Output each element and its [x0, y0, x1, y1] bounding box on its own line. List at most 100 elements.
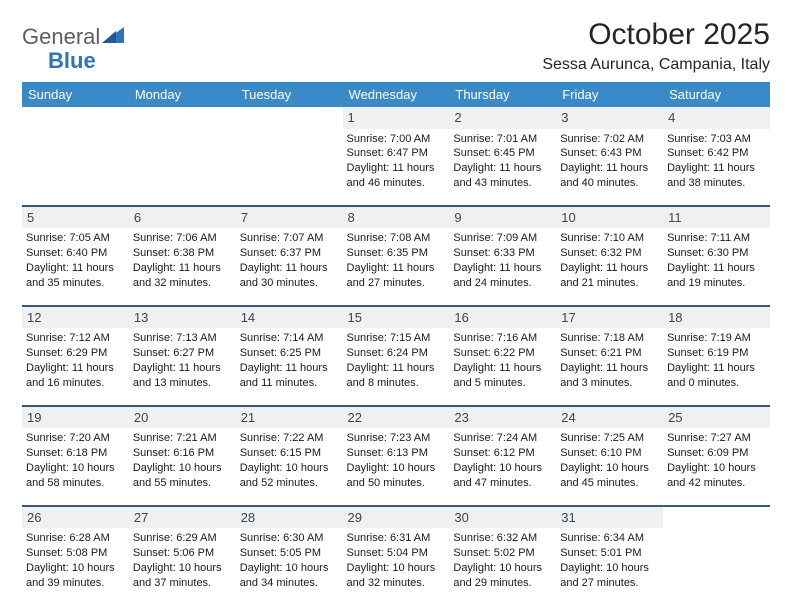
- day-number: 14: [236, 307, 343, 329]
- logo: General: [22, 18, 128, 50]
- calendar-cell: 13Sunrise: 7:13 AMSunset: 6:27 PMDayligh…: [129, 306, 236, 406]
- calendar-cell: 2Sunrise: 7:01 AMSunset: 6:45 PMDaylight…: [449, 107, 556, 206]
- calendar-cell: [236, 107, 343, 206]
- calendar-row: 26Sunrise: 6:28 AMSunset: 5:08 PMDayligh…: [22, 506, 770, 605]
- logo-text-blue: Blue: [48, 48, 96, 73]
- day-info: Sunrise: 6:28 AMSunset: 5:08 PMDaylight:…: [26, 531, 125, 590]
- calendar-body: 1 Sunrise: 7:00 AMSunset: 6:47 PMDaylight…: [22, 107, 770, 605]
- calendar-cell: 30Sunrise: 6:32 AMSunset: 5:02 PMDayligh…: [449, 506, 556, 605]
- day-number: 25: [663, 407, 770, 429]
- calendar-cell: 11Sunrise: 7:11 AMSunset: 6:30 PMDayligh…: [663, 206, 770, 306]
- day-info: Sunrise: 7:07 AMSunset: 6:37 PMDaylight:…: [240, 231, 339, 290]
- day-number: 31: [556, 507, 663, 529]
- calendar-cell: 16Sunrise: 7:16 AMSunset: 6:22 PMDayligh…: [449, 306, 556, 406]
- day-info: Sunrise: 6:30 AMSunset: 5:05 PMDaylight:…: [240, 531, 339, 590]
- day-info: Sunrise: 7:11 AMSunset: 6:30 PMDaylight:…: [667, 231, 766, 290]
- calendar-cell: 20Sunrise: 7:21 AMSunset: 6:16 PMDayligh…: [129, 406, 236, 506]
- day-number: 27: [129, 507, 236, 529]
- day-number: 22: [343, 407, 450, 429]
- logo-text-general: General: [22, 24, 100, 50]
- calendar-cell: 8Sunrise: 7:08 AMSunset: 6:35 PMDaylight…: [343, 206, 450, 306]
- day-number: 3: [556, 107, 663, 129]
- calendar-page: General October 2025 Sessa Aurunca, Camp…: [0, 0, 792, 612]
- logo-triangle-icon: [102, 25, 126, 50]
- day-header-row: Sunday Monday Tuesday Wednesday Thursday…: [22, 82, 770, 107]
- day-info: Sunrise: 7:23 AMSunset: 6:13 PMDaylight:…: [347, 431, 446, 490]
- day-info: Sunrise: 6:32 AMSunset: 5:02 PMDaylight:…: [453, 531, 552, 590]
- calendar-cell: [663, 506, 770, 605]
- day-info: Sunrise: 7:13 AMSunset: 6:27 PMDaylight:…: [133, 331, 232, 390]
- day-header-mon: Monday: [129, 82, 236, 107]
- calendar-table: Sunday Monday Tuesday Wednesday Thursday…: [22, 82, 770, 605]
- day-info: Sunrise: 6:31 AMSunset: 5:04 PMDaylight:…: [347, 531, 446, 590]
- day-number: 1: [343, 107, 450, 129]
- day-info: Sunrise: 7:01 AMSunset: 6:45 PMDaylight:…: [453, 132, 552, 191]
- day-info: Sunrise: 7:25 AMSunset: 6:10 PMDaylight:…: [560, 431, 659, 490]
- day-number: 7: [236, 207, 343, 229]
- day-info: Sunrise: 7:14 AMSunset: 6:25 PMDaylight:…: [240, 331, 339, 390]
- calendar-cell: 4Sunrise: 7:03 AMSunset: 6:42 PMDaylight…: [663, 107, 770, 206]
- calendar-cell: 15Sunrise: 7:15 AMSunset: 6:24 PMDayligh…: [343, 306, 450, 406]
- calendar-cell: 28Sunrise: 6:30 AMSunset: 5:05 PMDayligh…: [236, 506, 343, 605]
- calendar-cell: 25Sunrise: 7:27 AMSunset: 6:09 PMDayligh…: [663, 406, 770, 506]
- calendar-cell: 23Sunrise: 7:24 AMSunset: 6:12 PMDayligh…: [449, 406, 556, 506]
- logo-text-blue-wrap: Blue: [48, 48, 96, 74]
- calendar-row: 19Sunrise: 7:20 AMSunset: 6:18 PMDayligh…: [22, 406, 770, 506]
- calendar-cell: 31Sunrise: 6:34 AMSunset: 5:01 PMDayligh…: [556, 506, 663, 605]
- day-number: 5: [22, 207, 129, 229]
- calendar-cell: 27Sunrise: 6:29 AMSunset: 5:06 PMDayligh…: [129, 506, 236, 605]
- day-number: 18: [663, 307, 770, 329]
- day-info: Sunrise: 7:19 AMSunset: 6:19 PMDaylight:…: [667, 331, 766, 390]
- calendar-cell: 17Sunrise: 7:18 AMSunset: 6:21 PMDayligh…: [556, 306, 663, 406]
- day-number: 21: [236, 407, 343, 429]
- calendar-cell: 14Sunrise: 7:14 AMSunset: 6:25 PMDayligh…: [236, 306, 343, 406]
- day-number: 15: [343, 307, 450, 329]
- day-number: 12: [22, 307, 129, 329]
- day-number: 11: [663, 207, 770, 229]
- day-header-sat: Saturday: [663, 82, 770, 107]
- day-number: 9: [449, 207, 556, 229]
- day-number: 29: [343, 507, 450, 529]
- calendar-cell: 7Sunrise: 7:07 AMSunset: 6:37 PMDaylight…: [236, 206, 343, 306]
- day-number: 28: [236, 507, 343, 529]
- calendar-cell: 1 Sunrise: 7:00 AMSunset: 6:47 PMDaylight…: [343, 107, 450, 206]
- day-info: Sunrise: 7:18 AMSunset: 6:21 PMDaylight:…: [560, 331, 659, 390]
- day-info: Sunrise: 7:00 AMSunset: 6:47 PMDaylight:…: [347, 132, 446, 191]
- day-info: Sunrise: 7:06 AMSunset: 6:38 PMDaylight:…: [133, 231, 232, 290]
- day-info: Sunrise: 7:21 AMSunset: 6:16 PMDaylight:…: [133, 431, 232, 490]
- day-info: Sunrise: 7:03 AMSunset: 6:42 PMDaylight:…: [667, 132, 766, 191]
- calendar-cell: 12Sunrise: 7:12 AMSunset: 6:29 PMDayligh…: [22, 306, 129, 406]
- calendar-cell: 3Sunrise: 7:02 AMSunset: 6:43 PMDaylight…: [556, 107, 663, 206]
- day-number: 24: [556, 407, 663, 429]
- day-header-fri: Friday: [556, 82, 663, 107]
- day-info: Sunrise: 7:20 AMSunset: 6:18 PMDaylight:…: [26, 431, 125, 490]
- calendar-cell: 22Sunrise: 7:23 AMSunset: 6:13 PMDayligh…: [343, 406, 450, 506]
- day-info: Sunrise: 7:10 AMSunset: 6:32 PMDaylight:…: [560, 231, 659, 290]
- calendar-cell: 19Sunrise: 7:20 AMSunset: 6:18 PMDayligh…: [22, 406, 129, 506]
- day-info: Sunrise: 7:08 AMSunset: 6:35 PMDaylight:…: [347, 231, 446, 290]
- day-number: 17: [556, 307, 663, 329]
- header: General October 2025 Sessa Aurunca, Camp…: [22, 18, 770, 82]
- calendar-cell: [22, 107, 129, 206]
- calendar-row: 1 Sunrise: 7:00 AMSunset: 6:47 PMDaylight…: [22, 107, 770, 206]
- day-number: 16: [449, 307, 556, 329]
- calendar-cell: 6Sunrise: 7:06 AMSunset: 6:38 PMDaylight…: [129, 206, 236, 306]
- day-number: 23: [449, 407, 556, 429]
- day-info: Sunrise: 7:05 AMSunset: 6:40 PMDaylight:…: [26, 231, 125, 290]
- title-block: October 2025 Sessa Aurunca, Campania, It…: [542, 18, 770, 82]
- day-info: Sunrise: 7:12 AMSunset: 6:29 PMDaylight:…: [26, 331, 125, 390]
- day-number: 26: [22, 507, 129, 529]
- calendar-cell: 24Sunrise: 7:25 AMSunset: 6:10 PMDayligh…: [556, 406, 663, 506]
- day-info: Sunrise: 7:16 AMSunset: 6:22 PMDaylight:…: [453, 331, 552, 390]
- day-header-sun: Sunday: [22, 82, 129, 107]
- day-info: Sunrise: 7:27 AMSunset: 6:09 PMDaylight:…: [667, 431, 766, 490]
- calendar-cell: 26Sunrise: 6:28 AMSunset: 5:08 PMDayligh…: [22, 506, 129, 605]
- day-header-tue: Tuesday: [236, 82, 343, 107]
- day-info: Sunrise: 7:22 AMSunset: 6:15 PMDaylight:…: [240, 431, 339, 490]
- day-number: 10: [556, 207, 663, 229]
- location: Sessa Aurunca, Campania, Italy: [542, 56, 770, 74]
- day-info: Sunrise: 7:24 AMSunset: 6:12 PMDaylight:…: [453, 431, 552, 490]
- calendar-cell: 18Sunrise: 7:19 AMSunset: 6:19 PMDayligh…: [663, 306, 770, 406]
- day-number: 30: [449, 507, 556, 529]
- calendar-row: 12Sunrise: 7:12 AMSunset: 6:29 PMDayligh…: [22, 306, 770, 406]
